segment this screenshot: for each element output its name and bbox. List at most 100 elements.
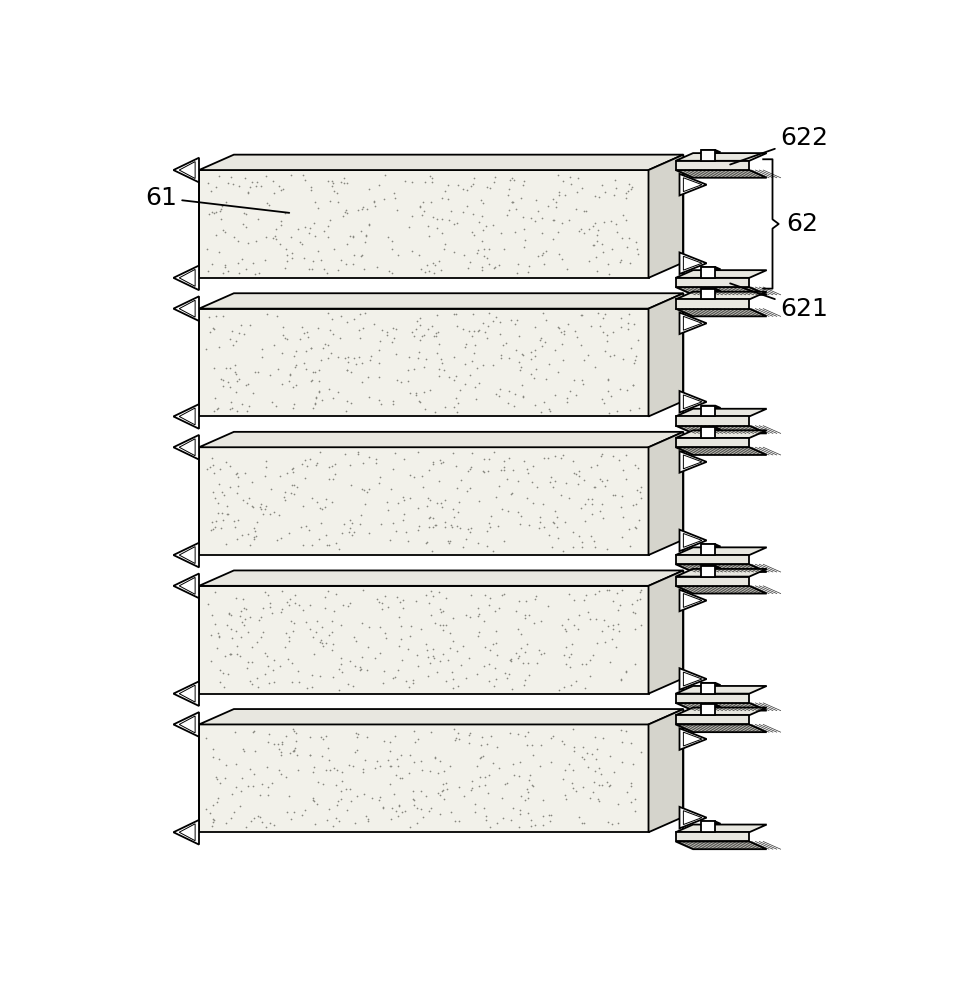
- Point: [535, 210, 550, 226]
- Point: [305, 629, 321, 645]
- Point: [628, 234, 643, 250]
- Point: [455, 638, 470, 654]
- Point: [439, 177, 455, 193]
- Point: [494, 350, 509, 366]
- Point: [556, 771, 572, 787]
- Point: [215, 265, 230, 281]
- Point: [470, 628, 486, 644]
- Point: [448, 732, 464, 748]
- Point: [463, 367, 478, 383]
- Point: [477, 639, 493, 655]
- Point: [346, 524, 362, 540]
- Point: [421, 462, 436, 478]
- Point: [315, 635, 330, 651]
- Point: [289, 357, 304, 373]
- Point: [286, 723, 301, 739]
- Point: [212, 775, 227, 791]
- Point: [412, 332, 428, 348]
- Point: [445, 664, 461, 680]
- Point: [238, 601, 254, 617]
- Point: [287, 359, 302, 375]
- Point: [213, 520, 228, 536]
- Point: [218, 259, 233, 275]
- Point: [271, 741, 287, 757]
- Point: [234, 770, 250, 786]
- Point: [565, 780, 580, 796]
- Point: [267, 228, 283, 244]
- Point: [479, 538, 495, 554]
- Point: [392, 594, 407, 610]
- Point: [559, 475, 574, 491]
- Point: [273, 217, 289, 233]
- Point: [289, 747, 304, 763]
- Point: [545, 728, 561, 744]
- Polygon shape: [683, 455, 702, 469]
- Point: [216, 679, 231, 695]
- Point: [400, 373, 416, 389]
- Point: [380, 752, 396, 768]
- Point: [523, 818, 538, 834]
- Point: [401, 349, 417, 365]
- Point: [490, 518, 505, 534]
- Point: [526, 458, 541, 474]
- Point: [311, 384, 327, 400]
- Point: [446, 509, 462, 525]
- Point: [319, 265, 334, 281]
- Point: [462, 524, 477, 540]
- Point: [227, 779, 243, 795]
- Point: [620, 183, 636, 199]
- Point: [507, 224, 523, 240]
- Point: [513, 788, 529, 804]
- Point: [566, 739, 581, 755]
- Point: [493, 326, 508, 342]
- Point: [600, 472, 615, 488]
- Point: [273, 182, 289, 198]
- Point: [414, 783, 430, 799]
- Point: [481, 515, 497, 531]
- Point: [261, 506, 277, 522]
- Point: [575, 376, 591, 392]
- Point: [200, 596, 216, 612]
- Point: [576, 592, 592, 608]
- Point: [274, 601, 290, 617]
- Point: [434, 622, 450, 638]
- Point: [239, 660, 255, 676]
- Point: [472, 769, 488, 785]
- Point: [503, 812, 519, 828]
- Polygon shape: [702, 150, 720, 152]
- Point: [427, 517, 442, 533]
- Point: [244, 676, 260, 692]
- Point: [243, 537, 259, 553]
- Point: [432, 253, 447, 269]
- Point: [385, 233, 400, 249]
- Point: [311, 531, 327, 547]
- Point: [343, 477, 359, 493]
- Point: [324, 178, 339, 194]
- Point: [288, 733, 303, 749]
- Point: [346, 350, 362, 366]
- Point: [519, 781, 535, 797]
- Point: [273, 744, 289, 760]
- Polygon shape: [199, 170, 648, 278]
- Point: [495, 587, 510, 603]
- Point: [350, 202, 365, 218]
- Point: [502, 383, 517, 399]
- Point: [443, 203, 459, 219]
- Point: [560, 261, 575, 277]
- Point: [207, 490, 223, 506]
- Point: [401, 385, 417, 401]
- Point: [235, 591, 251, 607]
- Point: [236, 205, 252, 221]
- Point: [284, 477, 299, 493]
- Point: [340, 349, 356, 365]
- Point: [477, 769, 493, 785]
- Point: [598, 306, 613, 322]
- Point: [206, 465, 222, 481]
- Point: [348, 356, 364, 372]
- Point: [277, 489, 293, 505]
- Point: [327, 183, 342, 199]
- Point: [357, 482, 372, 498]
- Polygon shape: [679, 312, 707, 334]
- Point: [573, 221, 589, 237]
- Point: [537, 450, 552, 466]
